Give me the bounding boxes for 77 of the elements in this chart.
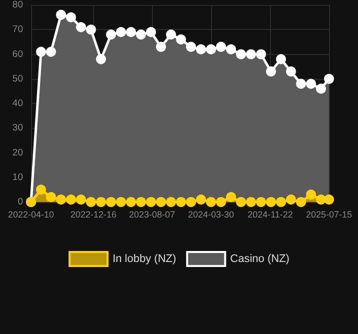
y-tick-label: 60 [12, 48, 23, 60]
point [126, 27, 136, 38]
point [86, 24, 96, 35]
point [196, 44, 206, 54]
x-tick-label: 2022-12-16 [70, 210, 117, 220]
point [106, 30, 116, 40]
point [176, 34, 186, 44]
point [46, 46, 56, 57]
point [266, 66, 276, 76]
point [246, 197, 256, 207]
point [96, 54, 106, 64]
point [324, 194, 334, 205]
point [136, 197, 146, 207]
point [96, 197, 106, 207]
point [216, 197, 226, 207]
point [176, 197, 186, 207]
y-tick-label: 20 [12, 147, 23, 158]
y-tick-label: 10 [12, 172, 23, 183]
x-tick-label: 2024-11-22 [248, 210, 293, 220]
y-tick-label: 0 [18, 196, 23, 208]
point [196, 194, 206, 205]
point [146, 27, 156, 38]
x-tick-label: 2024-03-30 [188, 210, 234, 220]
point [36, 184, 46, 195]
point [106, 197, 116, 207]
point [316, 194, 326, 205]
y-tick-label: 80 [12, 0, 23, 10]
point [226, 44, 236, 54]
point [256, 197, 266, 207]
point [276, 197, 286, 207]
point [236, 49, 246, 60]
point [316, 84, 326, 94]
point [276, 54, 286, 64]
point [256, 49, 266, 60]
point [66, 194, 76, 205]
point [186, 197, 196, 207]
point [296, 197, 306, 207]
point [66, 12, 76, 22]
point [136, 30, 146, 40]
point [116, 27, 126, 38]
point [246, 49, 256, 60]
point [206, 44, 216, 54]
point [116, 197, 126, 207]
point [156, 42, 166, 52]
point [286, 194, 296, 205]
y-tick-label: 70 [12, 24, 23, 36]
point [306, 190, 316, 200]
point [216, 42, 226, 52]
point [86, 197, 96, 207]
point [56, 194, 66, 205]
point [76, 22, 86, 32]
point [306, 78, 316, 89]
legend-label: Casino (NZ) [230, 253, 290, 265]
y-tick-label: 40 [12, 98, 23, 109]
point [236, 197, 246, 207]
point [186, 42, 196, 52]
point [286, 66, 296, 76]
point [46, 192, 56, 202]
point [166, 30, 176, 40]
point [146, 197, 156, 207]
x-tick-label: 2023-08-07 [128, 210, 176, 220]
y-tick-label: 50 [12, 73, 23, 84]
point [156, 197, 166, 207]
point [36, 46, 46, 57]
point [324, 74, 334, 84]
point [56, 10, 66, 20]
point [166, 197, 176, 207]
point [76, 194, 86, 205]
x-tick-label: 2022-04-10 [8, 210, 54, 220]
legend-label: In lobby (NZ) [112, 253, 176, 265]
y-tick-label: 30 [12, 122, 23, 134]
x-tick-label: 2025-07-15 [306, 210, 352, 220]
point [296, 78, 306, 89]
point [126, 197, 136, 207]
point [206, 197, 216, 207]
point [226, 192, 236, 202]
point [266, 197, 276, 207]
